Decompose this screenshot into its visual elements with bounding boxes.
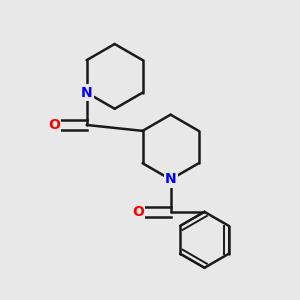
Text: N: N	[81, 85, 92, 100]
Text: O: O	[48, 118, 60, 132]
Text: N: N	[165, 172, 176, 186]
Text: O: O	[132, 205, 144, 219]
